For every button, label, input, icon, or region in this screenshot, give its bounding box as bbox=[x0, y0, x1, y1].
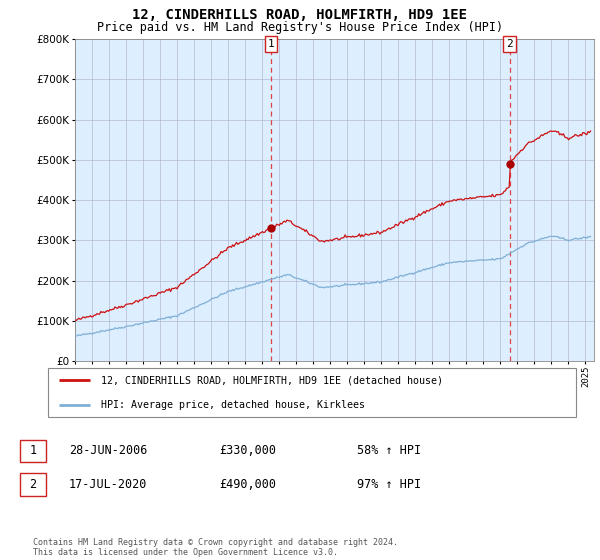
Text: HPI: Average price, detached house, Kirklees: HPI: Average price, detached house, Kirk… bbox=[101, 400, 365, 410]
Text: 1: 1 bbox=[268, 39, 274, 49]
Text: 17-JUL-2020: 17-JUL-2020 bbox=[69, 478, 148, 491]
Text: Price paid vs. HM Land Registry's House Price Index (HPI): Price paid vs. HM Land Registry's House … bbox=[97, 21, 503, 34]
Text: £490,000: £490,000 bbox=[219, 478, 276, 491]
Text: 58% ↑ HPI: 58% ↑ HPI bbox=[357, 444, 421, 458]
Text: 2: 2 bbox=[29, 478, 37, 491]
Text: 28-JUN-2006: 28-JUN-2006 bbox=[69, 444, 148, 458]
Text: 12, CINDERHILLS ROAD, HOLMFIRTH, HD9 1EE (detached house): 12, CINDERHILLS ROAD, HOLMFIRTH, HD9 1EE… bbox=[101, 375, 443, 385]
Text: 12, CINDERHILLS ROAD, HOLMFIRTH, HD9 1EE: 12, CINDERHILLS ROAD, HOLMFIRTH, HD9 1EE bbox=[133, 8, 467, 22]
Text: 97% ↑ HPI: 97% ↑ HPI bbox=[357, 478, 421, 491]
Text: 1: 1 bbox=[29, 444, 37, 458]
Text: £330,000: £330,000 bbox=[219, 444, 276, 458]
Text: Contains HM Land Registry data © Crown copyright and database right 2024.
This d: Contains HM Land Registry data © Crown c… bbox=[33, 538, 398, 557]
Text: 2: 2 bbox=[506, 39, 513, 49]
FancyBboxPatch shape bbox=[48, 368, 576, 417]
